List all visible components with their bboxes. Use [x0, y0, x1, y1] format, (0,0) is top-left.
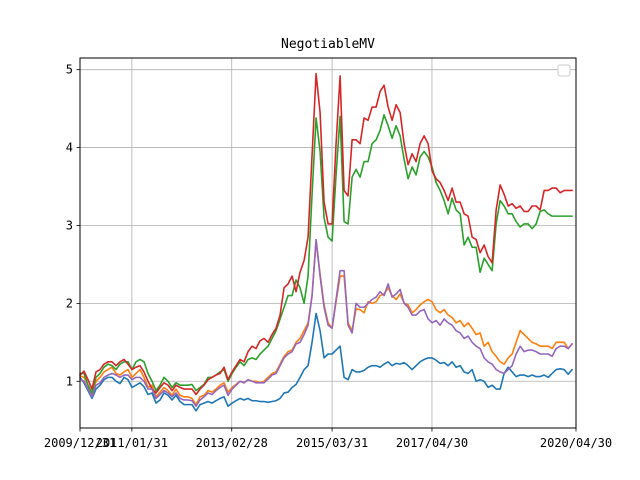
- series-line-1: [79, 312, 573, 412]
- y-tick-label: 5: [66, 63, 73, 77]
- x-tick-label: 2011/01/31: [96, 436, 168, 450]
- series-line-3: [79, 114, 573, 394]
- y-axis: 1 2 3 4 5: [66, 63, 80, 388]
- legend-box: [557, 64, 571, 77]
- plot-frame: [79, 57, 577, 429]
- y-tick-label: 3: [66, 218, 73, 232]
- series-line-4: [79, 72, 573, 396]
- y-tick-label: 2: [66, 296, 73, 310]
- x-tick-label: 2015/03/31: [296, 436, 368, 450]
- series-layer: [79, 72, 573, 412]
- y-tick-label: 4: [66, 141, 73, 155]
- y-tick-label: 1: [66, 374, 73, 388]
- chart-title: NegotiableMV: [281, 37, 375, 52]
- series-line-5: [79, 238, 573, 407]
- x-tick-label: 2009/12/31: [44, 436, 116, 450]
- x-tick-label: 2013/02/28: [196, 436, 268, 450]
- x-tick-label: 2017/04/30: [396, 436, 468, 450]
- x-tick-label: 2020/04/30: [540, 436, 612, 450]
